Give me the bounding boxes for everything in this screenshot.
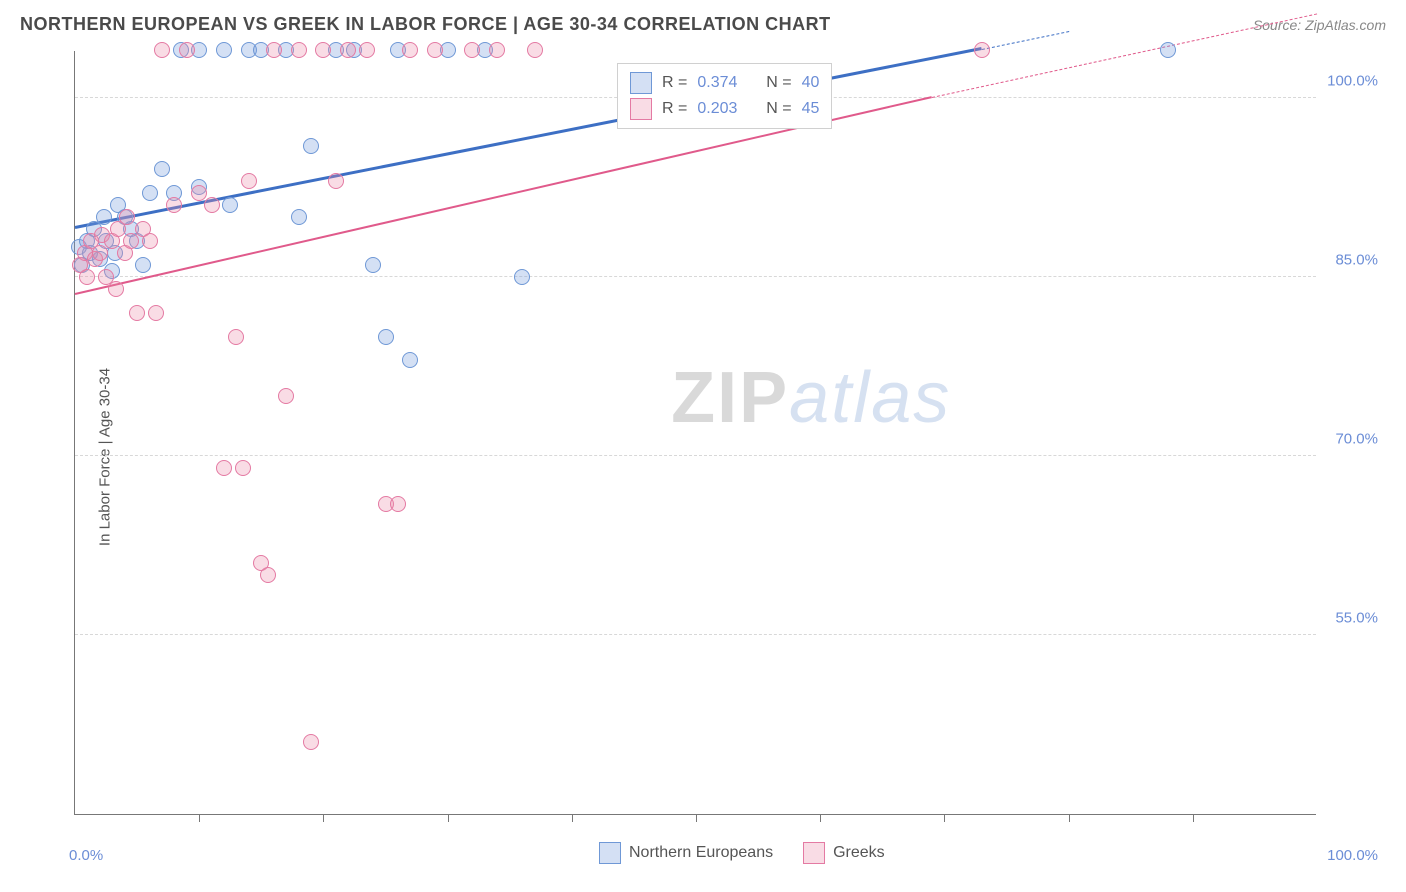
- scatter-point: [216, 42, 232, 58]
- scatter-point: [340, 42, 356, 58]
- scatter-point: [148, 305, 164, 321]
- chart-title: NORTHERN EUROPEAN VS GREEK IN LABOR FORC…: [20, 14, 831, 35]
- scatter-point: [119, 209, 135, 225]
- scatter-point: [278, 388, 294, 404]
- y-tick-label: 85.0%: [1335, 251, 1378, 268]
- x-tick: [820, 814, 821, 822]
- scatter-point: [216, 460, 232, 476]
- scatter-point: [328, 173, 344, 189]
- scatter-point: [204, 197, 220, 213]
- x-tick: [1193, 814, 1194, 822]
- scatter-point: [96, 209, 112, 225]
- chart-container: In Labor Force | Age 30-34 55.0%70.0%85.…: [20, 47, 1386, 867]
- scatter-point: [235, 460, 251, 476]
- legend-row: R = 0.203 N = 45: [630, 96, 819, 122]
- x-tick: [696, 814, 697, 822]
- scatter-point: [260, 567, 276, 583]
- scatter-point: [142, 233, 158, 249]
- scatter-point: [291, 209, 307, 225]
- scatter-point: [378, 329, 394, 345]
- scatter-point: [108, 281, 124, 297]
- scatter-point: [315, 42, 331, 58]
- y-tick-label: 55.0%: [1335, 609, 1378, 626]
- scatter-point: [1160, 42, 1176, 58]
- correlation-legend: R = 0.374 N = 40R = 0.203 N = 45: [617, 63, 832, 129]
- scatter-point: [427, 42, 443, 58]
- gridline: [75, 455, 1316, 456]
- scatter-point: [402, 42, 418, 58]
- series-legend: Northern Europeans Greeks: [599, 842, 885, 864]
- legend-swatch: [630, 72, 652, 94]
- x-tick: [944, 814, 945, 822]
- scatter-plot-area: 55.0%70.0%85.0%100.0%0.0%100.0%ZIPatlasR…: [74, 51, 1316, 815]
- scatter-point: [390, 496, 406, 512]
- legend-swatch: [599, 842, 621, 864]
- gridline: [75, 634, 1316, 635]
- x-tick-label: 0.0%: [69, 847, 103, 864]
- scatter-point: [974, 42, 990, 58]
- x-tick: [1069, 814, 1070, 822]
- watermark: ZIPatlas: [671, 357, 951, 439]
- scatter-point: [79, 269, 95, 285]
- legend-row: R = 0.374 N = 40: [630, 70, 819, 96]
- scatter-point: [154, 161, 170, 177]
- scatter-point: [402, 352, 418, 368]
- scatter-point: [464, 42, 480, 58]
- scatter-point: [92, 245, 108, 261]
- scatter-point: [179, 42, 195, 58]
- legend-item: Northern Europeans: [599, 842, 773, 864]
- x-tick: [199, 814, 200, 822]
- legend-swatch: [803, 842, 825, 864]
- y-tick-label: 100.0%: [1327, 72, 1378, 89]
- x-tick: [448, 814, 449, 822]
- scatter-point: [135, 257, 151, 273]
- scatter-point: [291, 42, 307, 58]
- scatter-point: [154, 42, 170, 58]
- scatter-point: [365, 257, 381, 273]
- scatter-point: [241, 173, 257, 189]
- scatter-point: [303, 734, 319, 750]
- scatter-point: [129, 305, 145, 321]
- legend-swatch: [630, 98, 652, 120]
- scatter-point: [359, 42, 375, 58]
- x-tick-label: 100.0%: [1327, 847, 1378, 864]
- scatter-point: [489, 42, 505, 58]
- x-tick: [572, 814, 573, 822]
- scatter-point: [514, 269, 530, 285]
- scatter-point: [123, 233, 139, 249]
- scatter-point: [228, 329, 244, 345]
- scatter-point: [142, 185, 158, 201]
- scatter-point: [222, 197, 238, 213]
- source-attribution: Source: ZipAtlas.com: [1253, 17, 1386, 33]
- legend-item: Greeks: [803, 842, 885, 864]
- scatter-point: [166, 197, 182, 213]
- gridline: [75, 276, 1316, 277]
- x-tick: [323, 814, 324, 822]
- scatter-point: [303, 138, 319, 154]
- scatter-point: [266, 42, 282, 58]
- scatter-point: [527, 42, 543, 58]
- y-tick-label: 70.0%: [1335, 430, 1378, 447]
